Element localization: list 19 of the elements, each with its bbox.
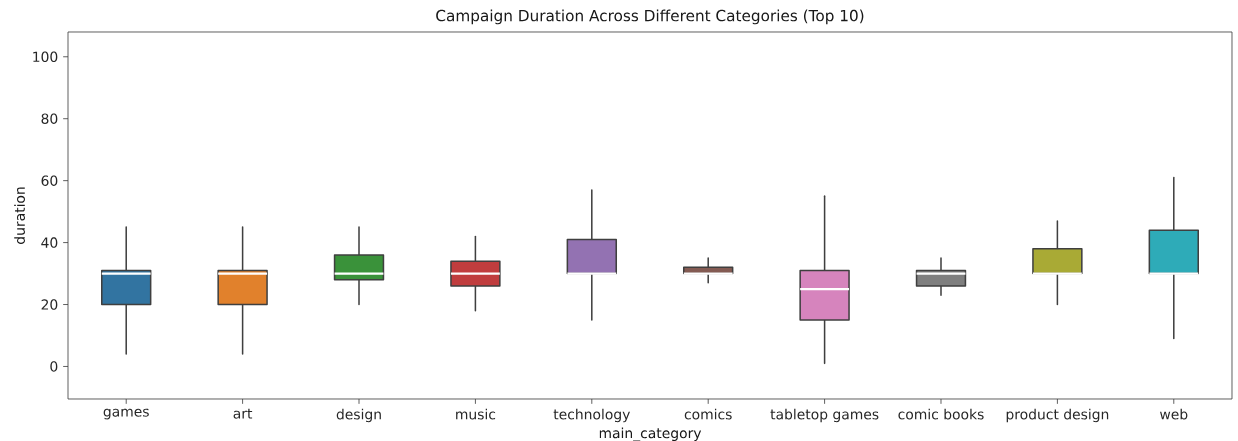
y-tick-label: 60 <box>41 175 58 186</box>
x-tick-label: product design <box>1006 408 1109 423</box>
x-tick-label: music <box>456 408 496 420</box>
x-axis-title: main_category <box>599 427 702 441</box>
x-tick-label: technology <box>553 408 630 423</box>
x-tick-label: comics <box>684 408 732 420</box>
x-tick-label: comic books <box>898 408 984 420</box>
x-tick-label: tabletop games <box>770 408 879 423</box>
y-tick-label: 20 <box>41 299 58 310</box>
y-tick-label: 0 <box>50 361 58 372</box>
x-tick-label: art <box>233 408 253 419</box>
y-tick-label: 40 <box>41 237 58 248</box>
y-axis-title: duration <box>14 187 25 244</box>
x-tick-label: web <box>1160 408 1188 420</box>
y-tick-label: 80 <box>41 113 58 124</box>
x-tick-label: design <box>336 408 381 423</box>
x-tick-label: games <box>103 408 149 420</box>
chart-title: Campaign Duration Across Different Categories (Top 10) <box>436 9 864 25</box>
y-tick-label: 100 <box>33 51 58 63</box>
